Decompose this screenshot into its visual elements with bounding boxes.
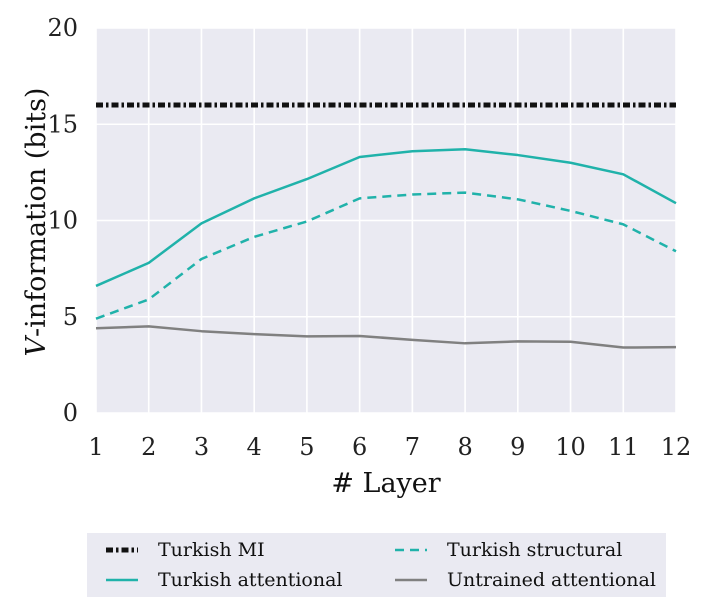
x-tick-label: 12	[661, 433, 692, 461]
x-tick-label: 8	[457, 433, 472, 461]
legend-item: Turkish MI	[106, 539, 265, 561]
x-tick-label: 10	[555, 433, 586, 461]
x-tick-label: 4	[247, 433, 262, 461]
legend-item: Untrained attentional	[395, 569, 656, 591]
y-tick-label: 20	[47, 14, 78, 42]
legend: Turkish MI Turkish structural Turkish atte…	[106, 539, 656, 591]
y-tick-label: 0	[63, 399, 78, 427]
series-line-turkish-structural	[95, 191, 677, 320]
legend-box	[87, 533, 666, 597]
x-tick-label: 2	[141, 433, 156, 461]
legend-item: Turkish structural	[395, 539, 622, 561]
y-axis-label-symbol: V	[21, 334, 52, 356]
legend-item: Turkish attentional	[106, 569, 342, 591]
svg-text:V-information (bits): V-information (bits)	[21, 88, 52, 357]
x-tick-labels: 1 2 3 4 5 6 7 8 9 10 11 12	[88, 433, 691, 461]
y-tick-label: 15	[47, 110, 78, 138]
x-axis-label: # Layer	[331, 468, 440, 499]
legend-label: Turkish attentional	[158, 569, 342, 591]
series-lines	[95, 102, 677, 349]
x-tick-label: 7	[405, 433, 420, 461]
series-line-untrained-attentional	[95, 325, 677, 349]
y-tick-label: 10	[47, 207, 78, 235]
series-line-turkish-attentional	[95, 148, 677, 288]
legend-label: Untrained attentional	[447, 569, 656, 591]
x-tick-label: 6	[352, 433, 367, 461]
x-tick-label: 1	[88, 433, 103, 461]
x-tick-label: 5	[299, 433, 314, 461]
x-tick-label: 9	[510, 433, 525, 461]
x-tick-label: 11	[608, 433, 639, 461]
y-tick-label: 5	[63, 303, 78, 331]
x-tick-label: 3	[194, 433, 209, 461]
y-tick-labels: 0 5 10 15 20	[47, 14, 78, 427]
grid-lines	[95, 27, 677, 414]
legend-label: Turkish MI	[158, 539, 265, 561]
y-axis-label: V-information (bits)	[21, 88, 52, 357]
y-axis-label-rest: -information (bits)	[21, 88, 52, 337]
legend-label: Turkish structural	[447, 539, 622, 561]
